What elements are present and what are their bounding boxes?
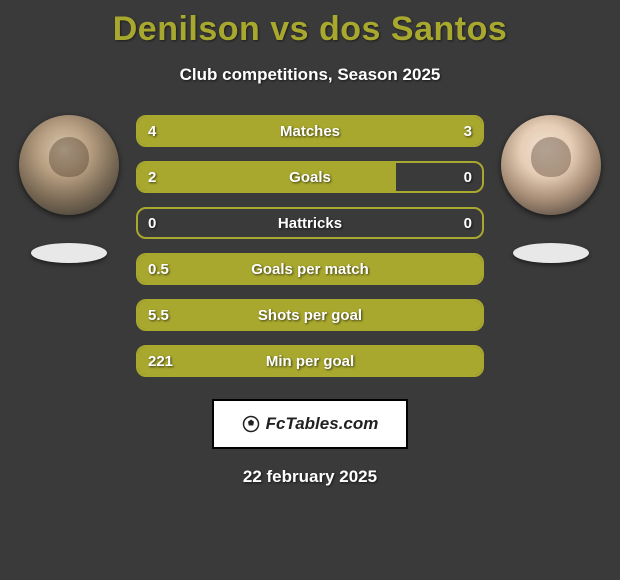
stat-name: Goals (138, 169, 482, 186)
stat-name: Hattricks (138, 215, 482, 232)
page-title: Denilson vs dos Santos (0, 0, 620, 49)
stat-row: 4Matches3 (136, 115, 484, 147)
stat-row: 221Min per goal (136, 345, 484, 377)
stat-value-right: 0 (464, 169, 472, 186)
stat-name: Goals per match (138, 261, 482, 278)
stat-name: Matches (138, 123, 482, 140)
stat-label-wrap: 5.5Shots per goal (138, 301, 482, 329)
stat-label-wrap: 221Min per goal (138, 347, 482, 375)
stat-row: 0.5Goals per match (136, 253, 484, 285)
stat-label-wrap: 0.5Goals per match (138, 255, 482, 283)
player-left-flag (31, 243, 107, 263)
player-right-column (496, 115, 606, 263)
brand-badge[interactable]: FcTables.com (212, 399, 408, 449)
date-text: 22 february 2025 (0, 467, 620, 487)
page-subtitle: Club competitions, Season 2025 (0, 65, 620, 85)
stat-row: 0Hattricks0 (136, 207, 484, 239)
stat-label-wrap: 0Hattricks0 (138, 209, 482, 237)
stat-value-right: 0 (464, 215, 472, 232)
stat-label-wrap: 4Matches3 (138, 117, 482, 145)
player-right-avatar (501, 115, 601, 215)
stat-value-right: 3 (464, 123, 472, 140)
stat-name: Min per goal (138, 353, 482, 370)
comparison-panel: 4Matches32Goals00Hattricks00.5Goals per … (0, 115, 620, 377)
stat-row: 5.5Shots per goal (136, 299, 484, 331)
player-left-avatar (19, 115, 119, 215)
stat-label-wrap: 2Goals0 (138, 163, 482, 191)
soccer-ball-icon (242, 415, 260, 433)
stat-name: Shots per goal (138, 307, 482, 324)
player-right-flag (513, 243, 589, 263)
stat-bars: 4Matches32Goals00Hattricks00.5Goals per … (136, 115, 484, 377)
stat-row: 2Goals0 (136, 161, 484, 193)
brand-text: FcTables.com (266, 414, 379, 434)
player-left-column (14, 115, 124, 263)
